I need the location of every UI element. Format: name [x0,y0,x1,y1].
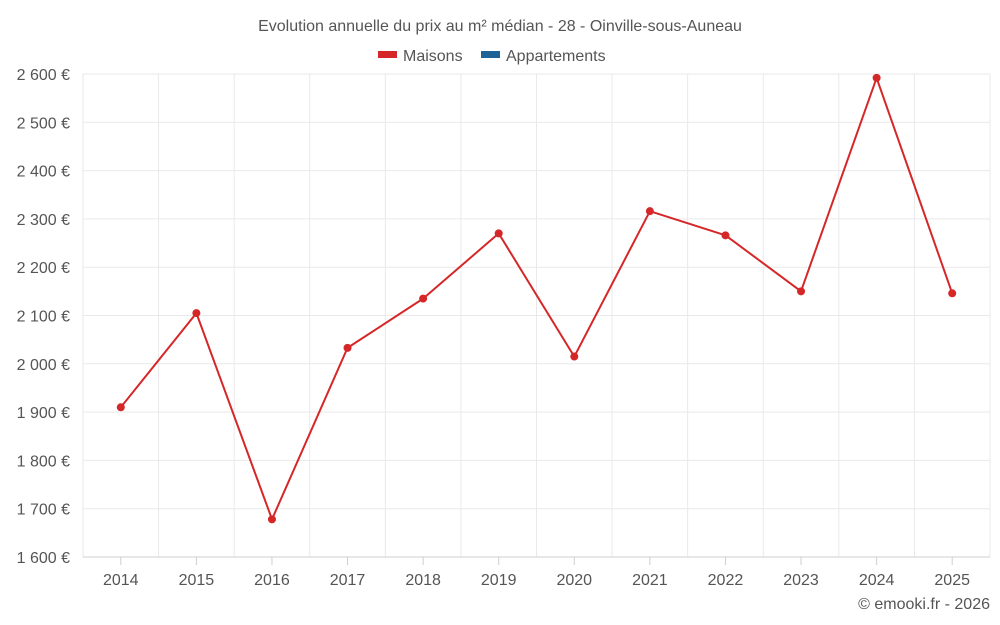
y-tick-label: 1 700 € [17,502,70,519]
legend: Maisons Appartements [378,48,606,65]
x-tick-label: 2015 [179,572,215,589]
x-tick-label: 2018 [405,572,441,589]
x-tick-label: 2014 [103,572,139,589]
data-point-2019[interactable] [494,229,503,238]
y-tick-label: 2 300 € [17,212,70,229]
y-tick-label: 1 600 € [17,550,70,567]
data-point-2023[interactable] [797,287,806,296]
x-tick-label: 2025 [934,572,970,589]
chart-title: Evolution annuelle du prix au m² médian … [258,18,742,35]
legend-swatch-maisons [378,51,397,58]
data-point-2021[interactable] [645,207,654,216]
series-maisons [116,73,957,524]
x-tick-label: 2021 [632,572,668,589]
y-tick-label: 2 400 € [17,164,70,181]
data-point-2017[interactable] [343,343,352,352]
y-axis: 1 600 € 1 700 € 1 800 € 1 900 € 2 000 € 2 100… [17,67,70,567]
x-tick-label: 2024 [859,572,895,589]
data-point-2018[interactable] [419,294,428,303]
data-point-2020[interactable] [570,352,579,361]
legend-swatch-appartements [481,51,500,58]
x-axis: 2014 2015 2016 2017 2018 2019 2020 2021 2022 2023… [83,556,990,589]
data-point-2015[interactable] [192,309,201,318]
x-tick-label: 2017 [330,572,366,589]
grid [82,73,991,558]
y-tick-label: 2 500 € [17,115,70,132]
data-point-2016[interactable] [267,515,276,524]
y-tick-label: 2 100 € [17,309,70,326]
y-tick-label: 2 000 € [17,357,70,374]
credit-text: © emooki.fr - 2026 [858,596,990,613]
data-point-2025[interactable] [948,289,957,298]
series-line-maisons [120,76,954,521]
y-tick-label: 1 800 € [17,453,70,470]
legend-label-maisons[interactable]: Maisons [403,48,463,65]
data-point-2022[interactable] [721,231,730,240]
x-tick-label: 2022 [708,572,744,589]
x-tick-label: 2016 [254,572,290,589]
data-point-2024[interactable] [872,73,881,82]
x-tick-label: 2019 [481,572,517,589]
legend-label-appartements[interactable]: Appartements [506,48,606,65]
y-tick-label: 2 600 € [17,67,70,84]
x-tick-label: 2020 [556,572,592,589]
x-tick-label: 2023 [783,572,819,589]
y-tick-label: 1 900 € [17,405,70,422]
y-tick-label: 2 200 € [17,260,70,277]
data-point-2014[interactable] [116,403,125,412]
